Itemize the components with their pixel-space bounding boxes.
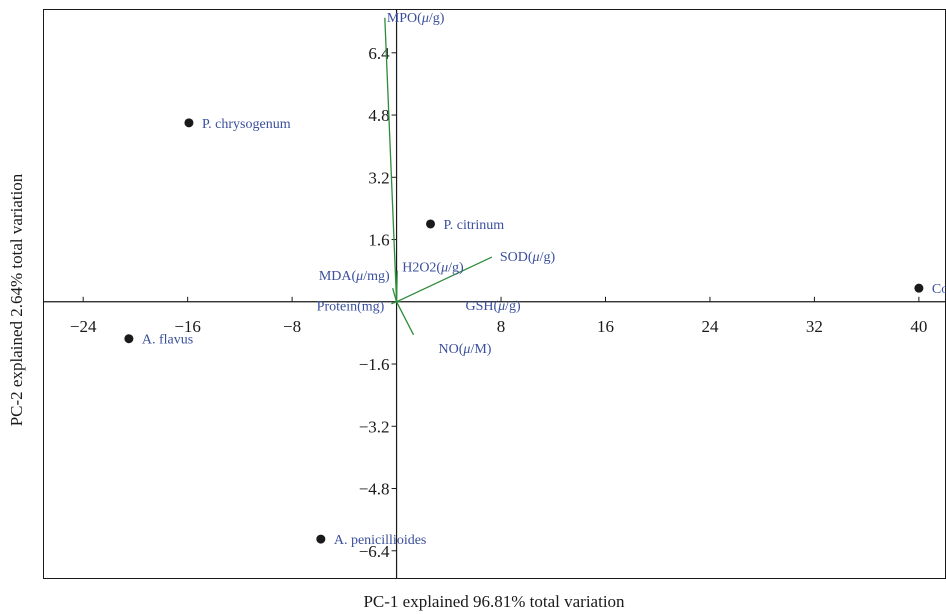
loading-label-pre: MDA( <box>319 269 357 284</box>
x-tick-label: 32 <box>806 317 823 336</box>
loading-label-unit: μ <box>462 342 470 357</box>
sample-point-label: A. flavus <box>142 333 193 348</box>
y-tick-label: 1.6 <box>368 231 389 250</box>
loading-vector <box>391 301 397 305</box>
loading-label-post: /g) <box>429 11 445 26</box>
loading-label-pre: MPO( <box>387 11 422 26</box>
x-tick-label: 16 <box>597 317 614 336</box>
sample-point <box>914 283 924 293</box>
y-tick-label: −6.4 <box>359 542 390 561</box>
loading-label: H2O2(μ/g) <box>402 261 464 276</box>
sample-point-label: P. citrinum <box>444 218 505 233</box>
loading-label-post: /g) <box>505 299 521 314</box>
loading-label-pre: H2O2( <box>402 261 441 276</box>
loading-label: MPO(μ/g) <box>387 11 445 26</box>
x-tick-label: 24 <box>701 317 719 336</box>
axes <box>44 10 945 578</box>
x-tick-label: 8 <box>497 317 506 336</box>
loading-label: SOD(μ/g) <box>500 250 556 265</box>
loading-label-unit: μ <box>421 11 429 26</box>
loading-vector <box>395 301 415 336</box>
loading-label: MDA(μ/mg) <box>319 269 390 284</box>
y-tick-label: 4.8 <box>368 106 389 125</box>
sample-point <box>316 534 326 544</box>
loading-label: GSH(μ/g) <box>465 299 521 314</box>
loading-vector <box>392 287 398 302</box>
sample-point <box>184 118 194 128</box>
y-tick-label: −3.2 <box>359 417 390 436</box>
loading-label-pre: Protein(mg) <box>317 300 385 315</box>
loading-label: NO(μ/M) <box>439 342 492 357</box>
y-tick-label: −4.8 <box>359 480 390 499</box>
y-tick-label: 6.4 <box>368 44 390 63</box>
loading-label-pre: NO( <box>439 342 464 357</box>
x-tick-label: 40 <box>910 317 927 336</box>
y-axis-title: PC-2 explained 2.64% total variation <box>7 173 26 426</box>
y-tick-label: −1.6 <box>359 355 390 374</box>
loading-label-post: /M) <box>470 342 491 357</box>
y-tick-label: 3.2 <box>368 168 389 187</box>
x-axis-title: PC-1 explained 96.81% total variation <box>363 592 625 611</box>
loading-label-post: /g) <box>540 250 556 265</box>
loading-vectors: MPO(μ/g)SOD(μ/g)H2O2(μ/g)MDA(μ/mg)Protei… <box>317 11 556 357</box>
loading-label: Protein(mg) <box>317 300 385 315</box>
plot-frame <box>43 9 946 579</box>
loading-label-unit: μ <box>532 250 540 265</box>
loading-vector <box>396 256 493 303</box>
sample-point <box>124 334 134 344</box>
loading-label-pre: SOD( <box>500 250 533 265</box>
loading-label-unit: μ <box>355 269 363 284</box>
loading-vector <box>384 17 398 302</box>
loading-label-post: /g) <box>448 261 464 276</box>
sample-points: P. chrysogenum P. citrinum Control A. flavu… <box>124 117 946 548</box>
tick-labels: −24 −16 −8 8 16 24 32 40 6.4 4.8 3.2 1.6 −1.6 −3.2 −4.… <box>70 44 928 561</box>
x-tick-label: −24 <box>70 317 97 336</box>
sample-point-label: Control <box>932 282 946 297</box>
loading-label-unit: μ <box>440 261 448 276</box>
loading-label-unit: μ <box>497 299 505 314</box>
loading-vector <box>395 270 398 302</box>
x-tick-label: −8 <box>283 317 301 336</box>
sample-point-label: A. penicillioides <box>334 533 427 548</box>
x-tick-label: −16 <box>174 317 201 336</box>
sample-point-label: P. chrysogenum <box>202 117 291 132</box>
loading-label-pre: GSH( <box>465 299 498 314</box>
sample-point <box>426 219 436 229</box>
loading-label-post: /mg) <box>363 269 390 284</box>
